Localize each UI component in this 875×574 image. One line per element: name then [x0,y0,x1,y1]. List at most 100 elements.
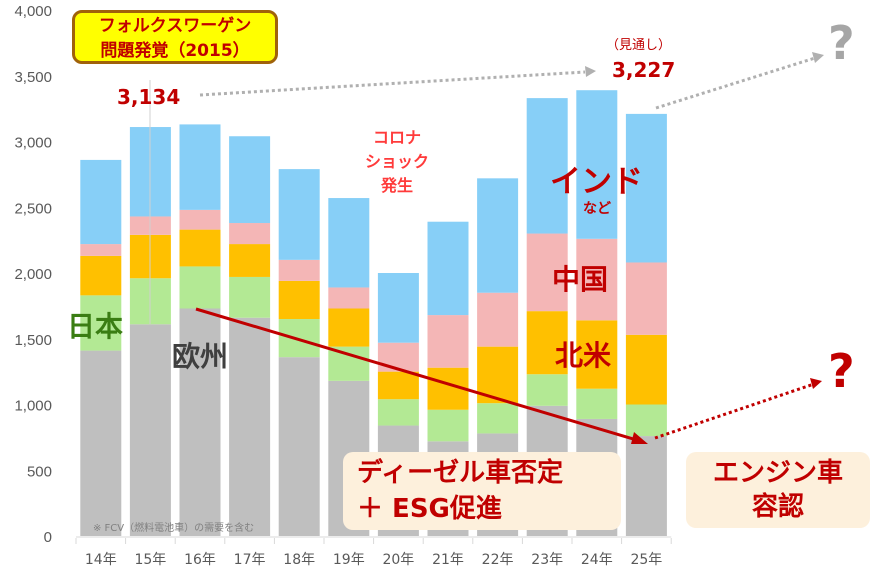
bar-segment [278,169,320,260]
bar-segment [576,388,618,419]
series-label-china: 中国 [552,263,609,296]
bar-segment [377,342,419,372]
bar-segment [229,244,271,277]
bar-segment [278,319,320,358]
bar-segment [80,244,122,256]
bar-segment [477,292,519,347]
x-tick-label: 15年 [134,552,166,568]
bar-segment [576,238,618,321]
bar-segment [80,350,122,536]
series-label-india: インド [550,164,643,200]
box2-line2: 容認 [751,492,804,522]
x-tick-label: 14年 [85,552,117,568]
series-label-japan: 日本 [67,310,124,343]
bar-segment [427,409,469,442]
bar-segment [477,403,519,434]
corona-line1: コロナ [372,128,421,147]
corona-line3: 発生 [380,176,413,195]
x-tick-label: 25年 [630,552,662,568]
footnote: ※ FCV（燃料電池車）の需要を含む [93,523,255,534]
y-tick-label: 1,000 [14,398,52,415]
bar-segment [328,308,370,347]
y-tick-label: 500 [27,463,52,480]
value-2025-label: 3,227 [612,58,676,82]
bar-segment [179,209,221,230]
bar-segment [278,357,320,536]
europe-trend-arrow [195,307,641,443]
bar-segment [80,159,122,245]
x-tick-label: 20年 [382,552,414,568]
bar-segment [229,317,271,536]
bar-segment [625,436,667,536]
vw-scandal-callout: フォルクスワーゲン 問題発覚（2015） [72,10,278,64]
bar-segment [625,113,667,263]
europe-trend-arrowhead [631,432,648,444]
europe-forecast-dotted [654,382,815,440]
gray-arrowhead-1 [585,66,596,77]
value-2015-label: 3,134 [117,85,181,109]
bar-segment [229,276,271,318]
bar-segment [427,315,469,368]
y-tick-label: 3,500 [14,69,52,86]
box1-line2: ＋ ESG促進 [357,494,502,524]
x-tick-label: 21年 [432,552,464,568]
bar-segment [625,262,667,335]
bar-segment [526,98,568,234]
bar-segment [80,295,122,351]
bar-segment [278,259,320,281]
bar-segment [576,90,618,239]
y-tick-label: 1,500 [14,332,52,349]
bar-segment [477,178,519,293]
series-label-north-america: 北米 [555,339,612,372]
y-axis: 0 500 1,000 1,500 2,000 2,500 3,000 3,500 4,000 [14,3,52,546]
bar-segment [526,374,568,406]
x-tick-label: 18年 [283,552,315,568]
y-tick-label: 2,000 [14,266,52,283]
bar-segment [377,371,419,400]
bar-segment [377,273,419,343]
y-tick-label: 2,500 [14,200,52,217]
y-tick-label: 0 [44,529,52,546]
question-mark-red: ? [828,344,855,398]
x-tick-label: 16年 [184,552,216,568]
bar-segment [229,223,271,245]
bar-segment [625,404,667,437]
gray-arrowhead-2 [812,52,824,63]
bar-segment [278,280,320,320]
forecast-label: （見通し） [606,38,672,53]
diesel-esg-callout: ディーゼル車否定 ＋ ESG促進 [343,452,621,530]
x-tick-label: 22年 [482,552,514,568]
bar-segment [328,287,370,309]
bar-segment [179,229,221,267]
corona-annotation: コロナ ショック 発生 [352,126,442,198]
bar-segment [80,255,122,296]
x-tick-label: 24年 [581,552,613,568]
total-dotted-line [199,70,586,97]
box1-line1: ディーゼル車否定 [357,458,564,488]
series-label-india-sub: など [583,201,611,217]
bar-segment [179,266,221,309]
x-tick-label: 19年 [333,552,365,568]
x-tick-label: 23年 [531,552,563,568]
x-axis: 14年 15年 16年 17年 18年 19年 20年 21年 22年 23年 24年 25年 [75,536,672,568]
y-tick-label: 3,000 [14,135,52,152]
red-dotted-arrowhead [810,378,822,389]
bar-segment [377,399,419,426]
bar-segment [328,346,370,381]
bar-segment [526,311,568,375]
bar-segment [526,233,568,312]
engine-approval-callout: エンジン車 容認 [686,452,870,528]
corona-line2: ショック [364,152,429,171]
bar-segment [328,198,370,288]
box2-line1: エンジン車 [712,458,843,488]
bar-segment [179,308,221,536]
vw-line1: フォルクスワーゲン [98,16,252,36]
x-tick-label: 17年 [234,552,266,568]
bar-segment [427,221,469,316]
bar-segment [179,124,221,210]
bar-segment [129,324,171,536]
question-mark-gray: ? [828,16,855,70]
bar-segment [576,320,618,389]
y-tick-label: 4,000 [14,3,52,20]
forecast-dotted-line [655,56,816,110]
